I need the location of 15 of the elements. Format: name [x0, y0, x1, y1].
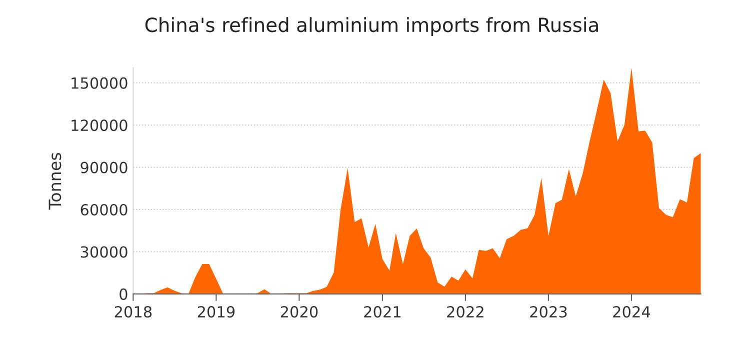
- x-tick-label: 2018: [114, 306, 152, 318]
- y-tick-label: 30000: [80, 246, 128, 258]
- y-tick-label: 0: [120, 288, 128, 300]
- chart-title: China's refined aluminium imports from Russia: [145, 17, 598, 36]
- y-axis-title: Tonnes: [48, 152, 62, 210]
- y-tick-label: 90000: [80, 162, 128, 174]
- y-tick-label: 120000: [72, 120, 128, 132]
- x-tick-label: 2019: [198, 306, 235, 318]
- y-tick-label: 60000: [80, 204, 128, 216]
- x-tick-label: 2020: [280, 306, 318, 318]
- x-tick-label: 2023: [530, 306, 567, 318]
- x-tick-label: 2022: [447, 306, 484, 318]
- x-tick-label: 2024: [613, 306, 650, 318]
- y-tick-label: 150000: [72, 77, 128, 89]
- x-tick-label: 2021: [364, 306, 400, 318]
